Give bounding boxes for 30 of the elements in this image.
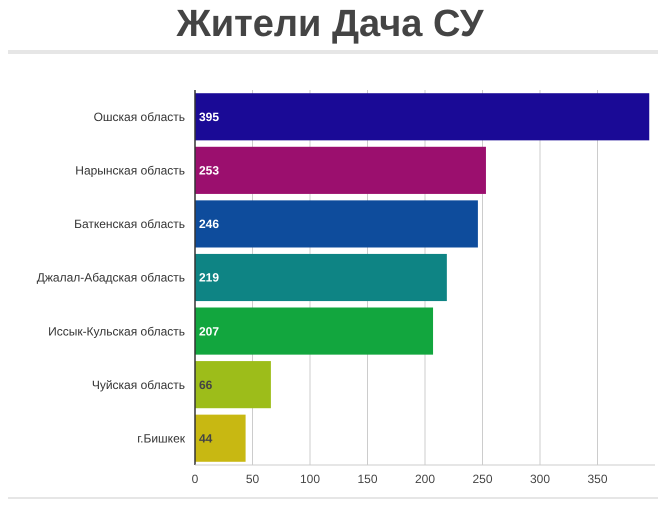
y-tick-label: Джалал-Абадская область [36, 270, 185, 285]
x-tick-label: 350 [587, 472, 608, 486]
bar [195, 93, 650, 140]
data-label: 44 [199, 431, 213, 446]
bar [195, 361, 271, 408]
data-label: 207 [199, 324, 220, 338]
x-tick-label: 100 [300, 472, 320, 486]
bar [195, 200, 478, 248]
x-tick-label: 150 [357, 472, 378, 486]
data-label: 253 [199, 164, 220, 178]
data-label: 219 [199, 270, 220, 285]
y-tick-label: Ошская область [94, 110, 185, 124]
x-tick-label: 250 [472, 472, 493, 486]
data-label: 395 [199, 110, 220, 124]
bar [195, 414, 246, 462]
x-tick-label: 50 [246, 472, 260, 486]
y-tick-label: г.Бишкек [137, 431, 186, 446]
bar [195, 308, 434, 355]
x-tick-label: 300 [530, 472, 550, 486]
y-tick-label: Баткенская область [74, 217, 185, 232]
chart-title: Жители Дача СУ [175, 3, 484, 45]
y-tick-label: Иссык-Кульская область [48, 324, 185, 338]
x-tick-label: 0 [192, 472, 199, 486]
y-tick-label: Чуйская область [92, 378, 185, 392]
bar [195, 254, 447, 302]
x-tick-label: 200 [414, 472, 436, 486]
data-label: 66 [199, 378, 213, 392]
bar [195, 146, 486, 194]
data-label: 246 [199, 217, 220, 232]
y-tick-label: Нарынская область [75, 164, 185, 178]
